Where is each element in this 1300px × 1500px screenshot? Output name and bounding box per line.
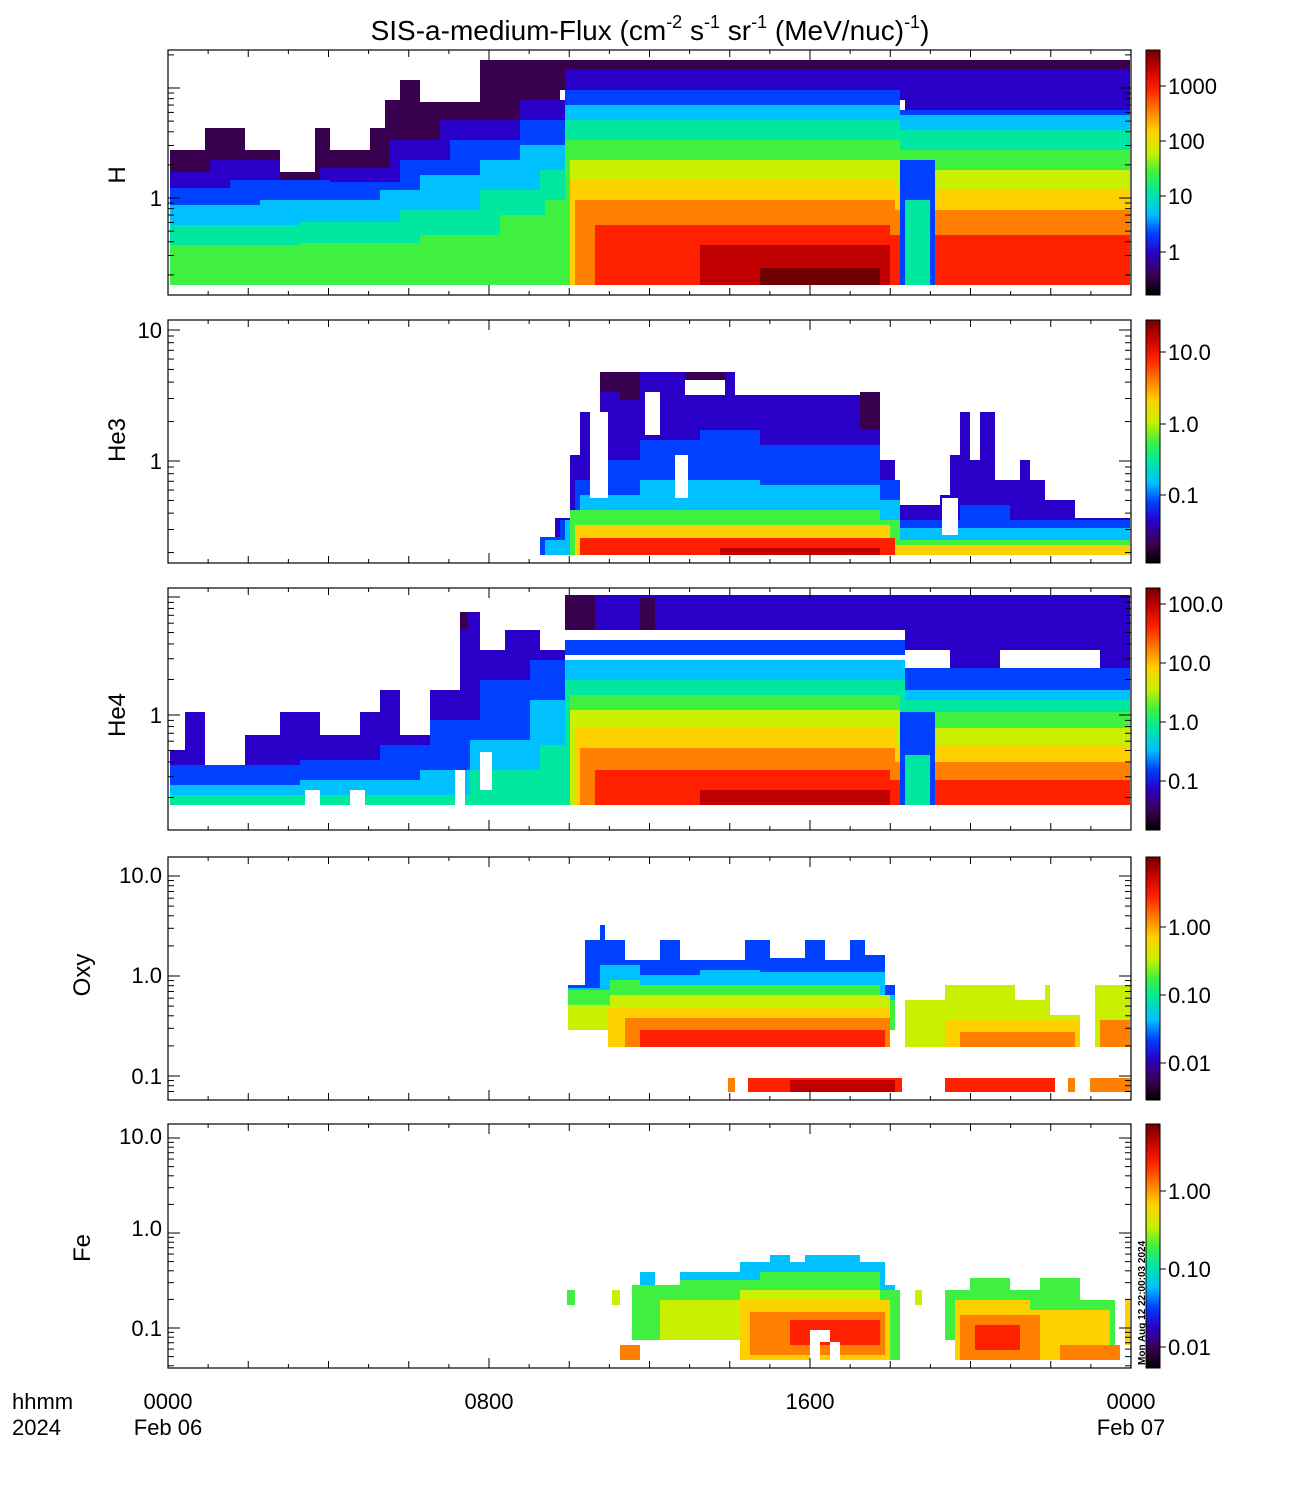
y-tick-label-fe: 10.0: [119, 1124, 162, 1149]
x-tick-label-0800: 0800: [465, 1389, 514, 1414]
x-date-start: Feb 06: [134, 1415, 203, 1440]
colorbar-tick-label-he3: 10.0: [1168, 340, 1211, 365]
heatmap-oxy: [568, 925, 1130, 1092]
y-tick-label-fe: 0.1: [131, 1316, 162, 1341]
x-tick-label-0000-end: 0000: [1107, 1389, 1156, 1414]
colorbar-tick-label-h: 1: [1168, 240, 1180, 265]
panel-he3: [540, 372, 1130, 555]
panel-he4: [170, 595, 1130, 805]
colorbar-he4: 100.0 10.0 1.0 0.1: [1145, 587, 1223, 831]
colorbar-scale-oxy: [1145, 856, 1161, 1101]
y-axis-label-he3: He3: [104, 418, 131, 462]
colorbar-h: 1000 100 10 1: [1145, 49, 1217, 296]
panel-oxy: [568, 925, 1130, 1092]
colorbar-tick-label-he4: 100.0: [1168, 592, 1223, 617]
y-axis-label-he4: He4: [104, 693, 131, 737]
colorbar-scale-h: [1145, 49, 1161, 296]
x-date-end: Feb 07: [1097, 1415, 1166, 1440]
heatmap-he3: [540, 372, 1130, 555]
axes-he4: 1 He4 100.0 10.0 1.0 0.1: [104, 587, 1223, 831]
y-tick-label-he4: 1: [150, 703, 162, 728]
colorbar-tick-label-oxy: 0.01: [1168, 1051, 1211, 1076]
y-tick-label-he3: 10: [138, 318, 162, 343]
colorbar-tick-label-h: 1000: [1168, 74, 1217, 99]
chart-title: SIS-a-medium-Flux (cm-2 s-1 sr-1 (MeV/nu…: [371, 12, 930, 46]
heatmap-h: [170, 60, 1130, 285]
timestamp-label: Mon Aug 12 22:00:03 2024: [1137, 1240, 1148, 1365]
panel-fe: [567, 1255, 1130, 1360]
colorbar-scale-he4: [1145, 587, 1161, 831]
colorbar-tick-label-oxy: 1.00: [1168, 915, 1211, 940]
colorbar-oxy: 1.00 0.10 0.01: [1145, 856, 1211, 1101]
y-tick-label-oxy: 10.0: [119, 863, 162, 888]
x-row-label-time: hhmm: [12, 1389, 73, 1414]
axes-he3: 10 1 He3 10.0 1.0 0.1: [104, 318, 1211, 564]
y-tick-label-he3: 1: [150, 449, 162, 474]
y-axis-label-oxy: Oxy: [69, 954, 96, 997]
x-row-label-year: 2024: [12, 1415, 61, 1440]
heatmap-he4: [170, 595, 1130, 805]
y-tick-label-oxy: 0.1: [131, 1064, 162, 1089]
colorbar-tick-label-he3: 0.1: [1168, 483, 1199, 508]
colorbar-fe: 1.00 0.10 0.01: [1145, 1123, 1211, 1369]
y-axis-label-h: H: [104, 166, 131, 183]
axes-fe: 10.0 1.0 0.1 Fe 1.00 0.10 0.01: [69, 1123, 1211, 1369]
colorbar-tick-label-fe: 0.10: [1168, 1257, 1211, 1282]
panel-h: [170, 60, 1130, 285]
x-tick-label-0000-start: 0000: [144, 1389, 193, 1414]
colorbar-he3: 10.0 1.0 0.1: [1145, 319, 1211, 564]
colorbar-tick-label-he4: 1.0: [1168, 710, 1199, 735]
colorbar-tick-label-he3: 1.0: [1168, 412, 1199, 437]
colorbar-scale-fe: [1145, 1123, 1161, 1369]
axes-oxy: 10.0 1.0 0.1 Oxy 1.00 0.10 0.01: [69, 856, 1211, 1101]
axes-h: 1 H 1000 100 10 1: [104, 49, 1217, 296]
heatmap-fe: [567, 1255, 1130, 1360]
x-tick-label-1600: 1600: [786, 1389, 835, 1414]
colorbar-tick-label-oxy: 0.10: [1168, 983, 1211, 1008]
colorbar-tick-label-he4: 0.1: [1168, 769, 1199, 794]
colorbar-tick-label-he4: 10.0: [1168, 651, 1211, 676]
y-tick-label-h: 1: [150, 186, 162, 211]
colorbar-tick-label-fe: 0.01: [1168, 1335, 1211, 1360]
y-axis-label-fe: Fe: [69, 1234, 96, 1262]
colorbar-tick-label-fe: 1.00: [1168, 1179, 1211, 1204]
x-axis: hhmm 2024 0000 0800 1600 0000 Feb 06 Feb…: [12, 1389, 1165, 1440]
y-tick-label-fe: 1.0: [131, 1216, 162, 1241]
colorbar-tick-label-h: 10: [1168, 184, 1192, 209]
colorbar-tick-label-h: 100: [1168, 129, 1205, 154]
y-tick-label-oxy: 1.0: [131, 963, 162, 988]
colorbar-scale-he3: [1145, 319, 1161, 564]
